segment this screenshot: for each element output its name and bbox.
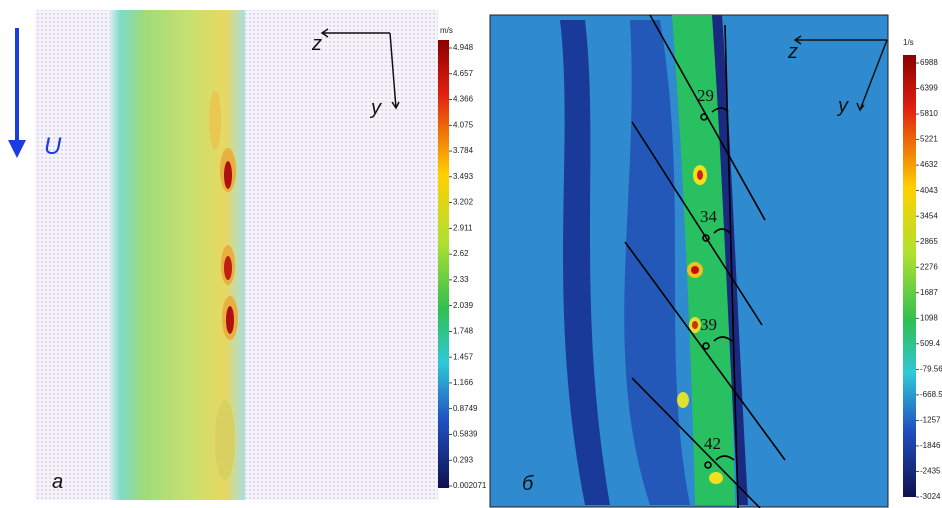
colorbar-tick-label: 3454 xyxy=(920,211,938,220)
colorbar-tick-label: 3.784 xyxy=(453,146,474,155)
colorbar-tick-label: 0.5839 xyxy=(453,430,478,439)
colorbar-tick-label: 6399 xyxy=(920,84,938,93)
colorbar-tick-label: 4.366 xyxy=(453,95,474,104)
flow-arrow-head xyxy=(8,140,26,158)
colorbar-tick-label: 4.075 xyxy=(453,120,474,129)
colorbar-tick-label: 3.202 xyxy=(453,198,474,207)
axis-z: z xyxy=(311,33,322,55)
colorbar-tick-label: 509.4 xyxy=(920,339,941,348)
colorbar-tick-label: 2276 xyxy=(920,262,938,271)
colorbar-tick-label: 0.8749 xyxy=(453,404,478,413)
colorbar-unit: m/s xyxy=(440,26,453,35)
axis-z: z xyxy=(787,41,798,63)
axis-y: y xyxy=(369,97,382,119)
colorbar xyxy=(903,55,916,497)
colorbar-tick-label: 1.748 xyxy=(453,327,474,336)
colorbar-tick-label: 5810 xyxy=(920,109,938,118)
colorbar-tick-label: -1846 xyxy=(920,441,941,450)
angle-label: 39 xyxy=(700,315,717,334)
colorbar-tick-label: -79.56 xyxy=(920,364,942,373)
colorbar-tick-label: -668.5 xyxy=(920,390,942,399)
colorbar-tick-label: 1.166 xyxy=(453,378,474,387)
colorbar-tick-label: 0.002071 xyxy=(453,481,487,490)
colorbar-tick-label: 2865 xyxy=(920,237,938,246)
colorbar-tick-label: 2.039 xyxy=(453,301,474,310)
panel-letter: б xyxy=(522,473,534,495)
colorbar-tick-label: 2.911 xyxy=(453,223,473,232)
angle-label: 29 xyxy=(697,86,714,105)
colorbar-tick-label: -1257 xyxy=(920,416,941,425)
colorbar-tick-label: -3024 xyxy=(920,492,941,501)
colorbar-tick-label: 2.62 xyxy=(453,249,469,258)
colorbar-tick-label: 1687 xyxy=(920,288,938,297)
colorbar-tick-label: 3.493 xyxy=(453,172,474,181)
colorbar xyxy=(438,40,449,488)
colorbar-tick-label: 4.657 xyxy=(453,69,474,78)
angle-label: 42 xyxy=(704,434,721,453)
colorbar-tick-label: 2.33 xyxy=(453,275,469,284)
flow-label: U xyxy=(44,133,62,160)
figure: U z y а m/s 4.948 4.657 4.366 4.075 3.784 3.4… xyxy=(0,0,942,508)
colorbar-tick-label: 6988 xyxy=(920,58,938,67)
colorbar-tick-label: 4632 xyxy=(920,160,938,169)
colorbar-tick-label: -2435 xyxy=(920,467,941,476)
colorbar-unit: 1/s xyxy=(903,38,914,47)
angle-label: 34 xyxy=(700,207,718,226)
panel-letter: а xyxy=(52,471,63,493)
colorbar-tick-label: 1.457 xyxy=(453,352,474,361)
colorbar-tick-label: 4043 xyxy=(920,186,938,195)
axis-y: y xyxy=(836,95,849,117)
colorbar-tick-label: 4.948 xyxy=(453,43,474,52)
colorbar-tick-label: 0.293 xyxy=(453,455,474,464)
colorbar-tick-label: 5221 xyxy=(920,135,938,144)
colorbar-tick-label: 1098 xyxy=(920,313,938,322)
